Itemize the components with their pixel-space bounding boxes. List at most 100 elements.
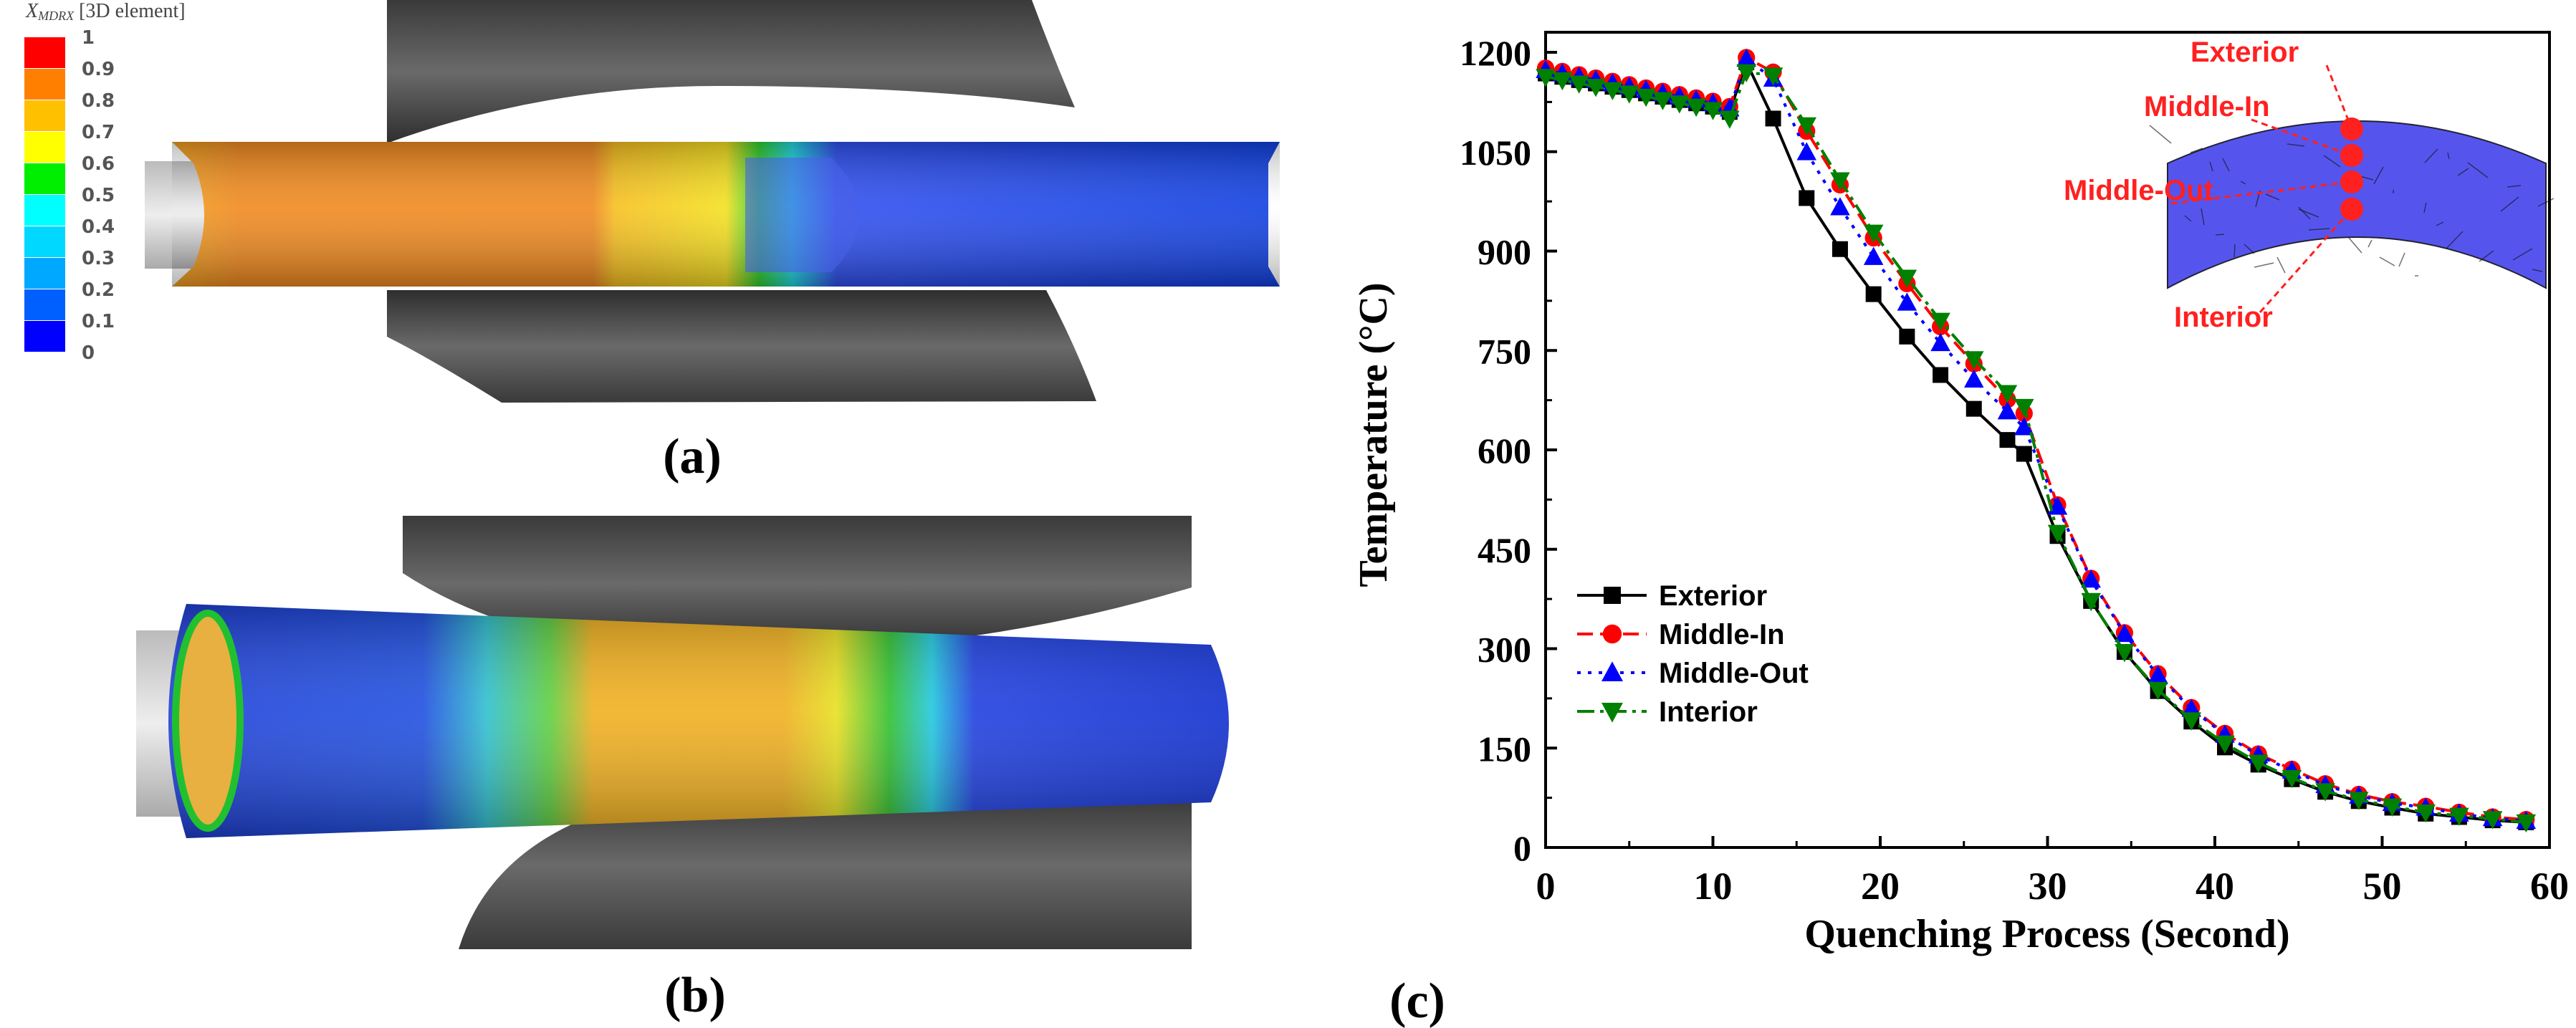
colorbar-swatch <box>24 258 65 289</box>
legend-marker <box>1601 661 1623 681</box>
data-point <box>2382 798 2403 817</box>
mesh-edge <box>2209 161 2213 172</box>
mesh-edge <box>2436 221 2444 226</box>
y-axis-label: Temperature (°C) <box>1351 282 1396 587</box>
colorbar-title-unit: [3D element] <box>74 0 186 22</box>
mesh-edge <box>2367 239 2372 248</box>
data-point <box>1933 367 1949 383</box>
y-tick-label: 150 <box>1478 729 1531 769</box>
data-point <box>1899 328 1915 345</box>
mesh-edge <box>2479 250 2494 262</box>
colorbar-tick-label: 0.7 <box>82 122 115 143</box>
data-point <box>2081 592 2101 612</box>
data-point <box>2349 792 2369 810</box>
mesh-edge <box>2190 148 2203 153</box>
mesh-edge <box>2537 198 2555 207</box>
lower-roll <box>387 290 1096 403</box>
data-point <box>1736 64 1756 83</box>
mesh-edge <box>2149 125 2172 144</box>
mesh-edge <box>2276 256 2286 274</box>
x-tick-label: 30 <box>2029 865 2067 908</box>
mesh-edge <box>2287 143 2305 147</box>
mesh-edge <box>2446 231 2464 249</box>
mesh-edge <box>2506 185 2522 188</box>
mesh-edge <box>2308 228 2330 231</box>
probe-point <box>2340 170 2363 193</box>
data-point <box>2315 783 2335 802</box>
mesh-edge <box>2467 162 2489 178</box>
data-point <box>1765 110 1781 127</box>
y-tick-label: 1200 <box>1460 33 1531 73</box>
probe-point <box>2340 198 2363 221</box>
data-point <box>2081 570 2101 588</box>
data-point <box>2281 769 2302 789</box>
colorbar-tick-label: 0.1 <box>82 311 115 332</box>
data-point <box>2115 644 2135 663</box>
inset-label: Middle-Out <box>2064 175 2213 206</box>
x-tick-label: 20 <box>1861 865 1900 908</box>
mesh-edge <box>2298 208 2319 218</box>
mesh-edge <box>2532 269 2543 272</box>
mesh-edge <box>2423 202 2427 213</box>
mesh-edge <box>2398 252 2405 267</box>
colorbar: XMDRX [3D element] 1 0.9 0.8 0.7 0.6 0.5 0.4 0.… <box>24 0 186 364</box>
upper-roll <box>387 0 1075 143</box>
legend-label: Exterior <box>1659 580 1767 612</box>
colorbar-tick-label: 0.9 <box>82 59 115 80</box>
data-point <box>1652 92 1673 110</box>
data-point <box>2449 807 2469 826</box>
x-tick-label: 0 <box>1536 865 1556 908</box>
data-point <box>2482 811 2503 830</box>
data-point <box>2415 804 2436 823</box>
x-axis-label: Quenching Process (Second) <box>1804 912 2289 956</box>
data-point <box>1736 48 1756 67</box>
colorbar-swatch <box>24 163 65 194</box>
data-point <box>1636 88 1656 107</box>
mesh-edge <box>2222 158 2230 172</box>
data-point <box>1796 117 1817 136</box>
data-point <box>1796 142 1817 160</box>
tube-b-end-face <box>172 610 244 832</box>
data-point <box>2248 754 2269 773</box>
mesh-edge <box>2244 244 2255 254</box>
data-point <box>1830 172 1850 191</box>
tube-a-inner-band <box>745 158 860 272</box>
legend: Exterior Middle-In Middle-Out Interior <box>1577 580 1809 728</box>
data-point <box>2115 623 2135 643</box>
data-point <box>1832 241 1848 257</box>
colorbar-title-subscript: MDRX <box>37 9 75 23</box>
colorbar-swatch <box>24 289 65 320</box>
data-point <box>2014 417 2034 436</box>
data-point <box>1897 292 1917 311</box>
mesh-edge <box>2201 208 2205 226</box>
cross-section-inset: Exterior Middle-In Middle-Out Interior <box>2064 37 2555 333</box>
y-tick-label: 1050 <box>1460 133 1531 173</box>
probe-point <box>2340 117 2363 140</box>
mesh-edge <box>2348 237 2362 254</box>
colorbar-title: XMDRX [3D element] <box>25 0 186 23</box>
colorbar-swatch <box>24 100 65 131</box>
mesh-edge <box>2215 234 2225 236</box>
mesh-edge <box>2254 262 2274 268</box>
data-point <box>1997 401 2018 420</box>
data-point <box>1686 98 1706 117</box>
data-point <box>1619 85 1639 104</box>
data-point <box>1830 197 1850 216</box>
panel-b-simulation: (b) <box>136 516 1229 1023</box>
data-point <box>1720 110 1740 129</box>
data-point <box>1897 269 1917 288</box>
data-point <box>1997 385 2018 403</box>
mesh-edge <box>2265 193 2280 201</box>
leader-line <box>2170 181 2352 205</box>
mesh-edge <box>2379 256 2395 266</box>
legend-label: Middle-Out <box>1659 658 1809 689</box>
panel-a-simulation: (a) <box>145 0 1280 484</box>
colorbar-title-variable: X <box>25 0 39 22</box>
mesh-edge <box>2298 206 2311 220</box>
data-point <box>2181 712 2202 731</box>
y-tick-label: 750 <box>1478 331 1531 371</box>
data-point <box>1763 67 1783 86</box>
legend-marker <box>1602 624 1622 644</box>
data-point <box>1586 79 1606 97</box>
tube-a-shading <box>172 142 1280 287</box>
